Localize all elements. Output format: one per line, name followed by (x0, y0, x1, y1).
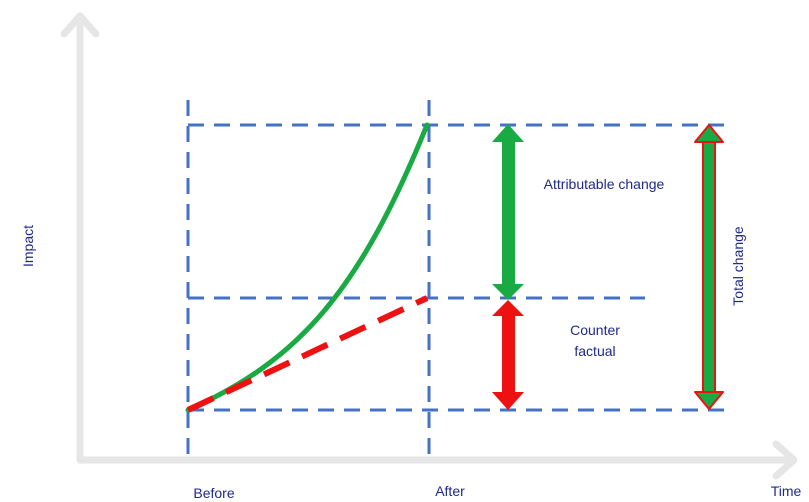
x-axis-label: Time (771, 483, 802, 499)
total-change-arrow (694, 124, 724, 410)
total-change-label: Total change (730, 226, 746, 306)
y-axis-label: Impact (20, 225, 36, 267)
y-axis-arrowhead (60, 12, 100, 38)
actual-impact-curve (185, 122, 430, 413)
attributable-change-arrow (492, 124, 524, 300)
counterfactual-label-line2: factual (574, 343, 615, 359)
axes (60, 12, 798, 480)
attributable-change-label: Attributable change (544, 176, 665, 192)
counterfactual-arrow (492, 300, 524, 410)
before-label: Before (193, 485, 234, 501)
x-axis-arrowhead (772, 440, 798, 480)
after-label: After (435, 483, 465, 499)
counterfactual-line (186, 295, 429, 413)
guide-lines (186, 100, 730, 462)
counterfactual-label-line1: Counter (570, 322, 620, 338)
